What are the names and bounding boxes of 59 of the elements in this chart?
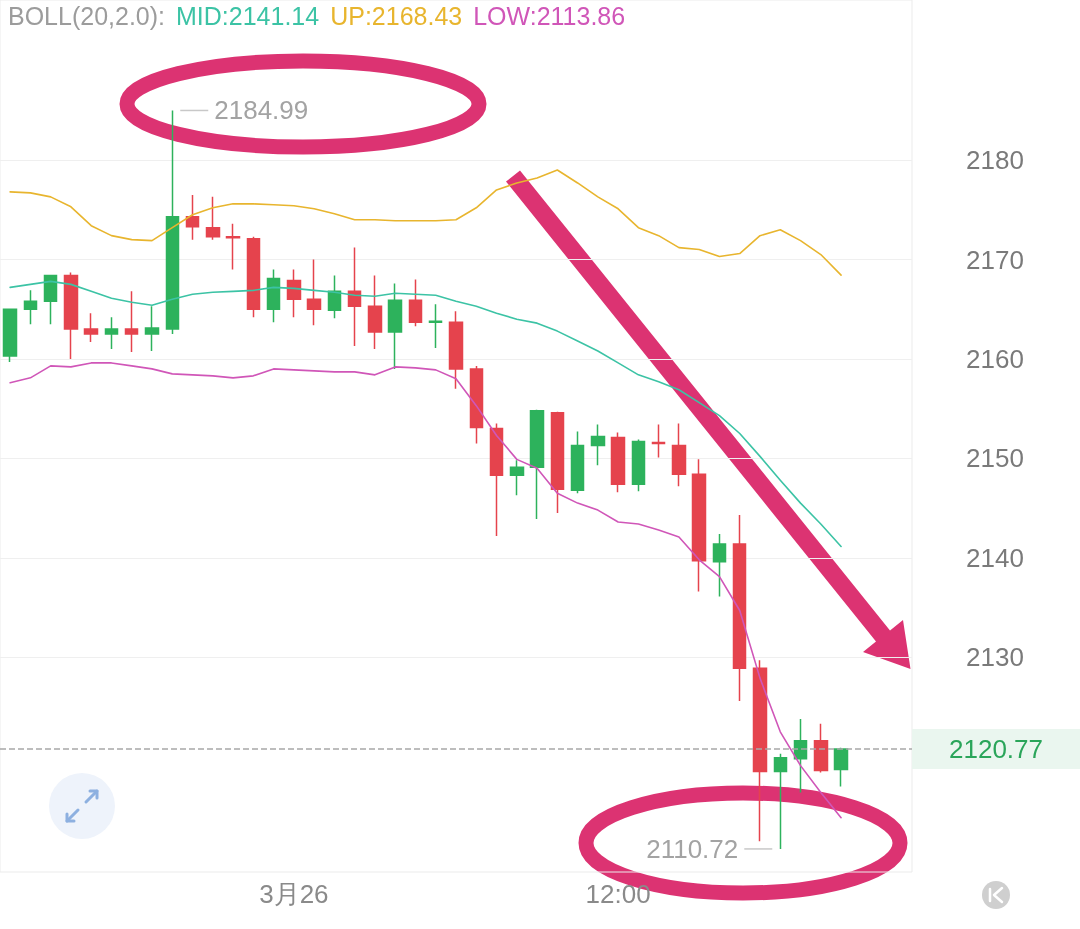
candlestick bbox=[144, 305, 160, 352]
candlestick bbox=[185, 194, 200, 241]
candlestick bbox=[2, 308, 18, 363]
candlestick bbox=[104, 316, 119, 350]
candlestick bbox=[752, 659, 768, 842]
candlestick bbox=[225, 222, 241, 271]
candlestick bbox=[732, 514, 747, 702]
y-tick-label: 2130 bbox=[966, 642, 1024, 673]
x-tick-label: 3月26 bbox=[259, 879, 329, 909]
candlestick bbox=[833, 746, 849, 788]
y-tick-label: 2150 bbox=[966, 443, 1024, 474]
text: UP:2168.43 bbox=[330, 1, 463, 30]
y-tick-label: 2160 bbox=[966, 343, 1024, 374]
candlestick bbox=[83, 312, 99, 343]
candlestick bbox=[43, 274, 58, 325]
candlestick bbox=[793, 718, 808, 794]
candlestick bbox=[63, 271, 79, 360]
y-tick-label: 2180 bbox=[966, 145, 1024, 176]
candlestick bbox=[529, 408, 545, 520]
candlestick bbox=[651, 423, 666, 459]
chart-title: BOLL(20,2.0): bbox=[8, 1, 166, 30]
candlestick bbox=[712, 533, 727, 598]
text: MID:2141.14 bbox=[176, 1, 320, 30]
candlestick bbox=[306, 258, 322, 326]
candlestick bbox=[286, 268, 302, 318]
candlestick bbox=[671, 422, 687, 487]
candlestick bbox=[246, 235, 261, 318]
candlestick bbox=[124, 290, 139, 353]
candlestick bbox=[489, 422, 504, 537]
annotation: 2110.72 bbox=[646, 833, 739, 864]
candlestick bbox=[165, 109, 180, 335]
candlestick bbox=[266, 268, 281, 323]
y-tick-label: 2170 bbox=[966, 244, 1024, 275]
candlestick bbox=[469, 365, 484, 445]
candlestick bbox=[387, 282, 403, 370]
candlestick bbox=[408, 278, 423, 327]
candlestick bbox=[347, 246, 362, 347]
line-series bbox=[9, 169, 842, 276]
line-series bbox=[9, 280, 842, 548]
candlestick bbox=[610, 431, 626, 493]
candlestick bbox=[509, 459, 525, 496]
candlestick bbox=[813, 723, 829, 774]
y-tick-label: 2140 bbox=[966, 542, 1024, 573]
text: LOW:2113.86 bbox=[473, 1, 626, 30]
line-series bbox=[9, 362, 842, 819]
ref-line-label: 2120.77 bbox=[949, 734, 1043, 765]
candlestick bbox=[590, 423, 606, 467]
candlestick bbox=[773, 752, 788, 850]
candlestick bbox=[367, 274, 383, 350]
candlestick bbox=[205, 196, 221, 241]
x-tick-label: 12:00 bbox=[585, 879, 651, 909]
candlestick bbox=[631, 438, 646, 492]
annotation: 2184.99 bbox=[214, 95, 309, 126]
candlestick bbox=[691, 458, 707, 593]
candlestick bbox=[570, 430, 585, 494]
candlestick bbox=[23, 289, 38, 325]
candlestick bbox=[428, 303, 443, 349]
candlestick bbox=[448, 310, 464, 390]
candlestick bbox=[550, 410, 565, 514]
